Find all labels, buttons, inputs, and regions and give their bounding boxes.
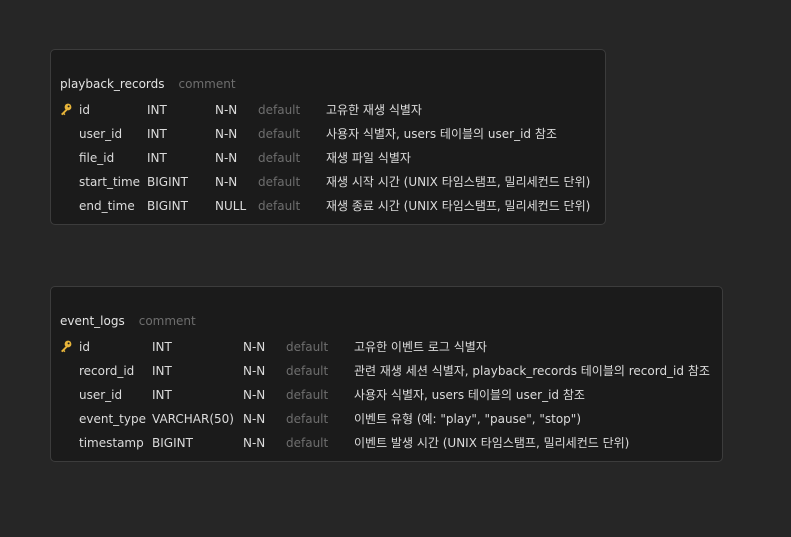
column-nullability: N-N: [215, 175, 238, 189]
column-name: user_id: [79, 127, 123, 141]
column-row[interactable]: event_type VARCHAR(50) N-N default 이벤트 유…: [51, 407, 722, 431]
column-comment: 재생 파일 식별자: [326, 151, 411, 165]
column-default: default: [286, 364, 329, 378]
column-nullability: N-N: [243, 340, 266, 354]
column-type: INT: [152, 364, 172, 378]
table-header[interactable]: event_logs comment: [60, 313, 196, 329]
table-comment[interactable]: comment: [138, 314, 196, 328]
column-comment: 사용자 식별자, users 테이블의 user_id 참조: [354, 388, 585, 402]
column-row[interactable]: record_id INT N-N default 관련 재생 세션 식별자, …: [51, 359, 722, 383]
column-type: INT: [147, 103, 167, 117]
column-row[interactable]: user_id INT N-N default 사용자 식별자, users 테…: [51, 122, 605, 146]
column-type: INT: [147, 151, 167, 165]
column-comment: 고유한 이벤트 로그 식별자: [354, 340, 487, 354]
key-icon: [59, 339, 73, 353]
key-icon: [59, 102, 73, 116]
column-list: id INT N-N default 고유한 이벤트 로그 식별자 record…: [51, 335, 722, 455]
column-nullability: N-N: [243, 412, 266, 426]
column-type: INT: [152, 388, 172, 402]
column-list: id INT N-N default 고유한 재생 식별자 user_id IN…: [51, 98, 605, 218]
column-row[interactable]: id INT N-N default 고유한 이벤트 로그 식별자: [51, 335, 722, 359]
column-name: user_id: [79, 388, 123, 402]
column-comment: 고유한 재생 식별자: [326, 103, 422, 117]
column-comment: 재생 종료 시간 (UNIX 타임스탬프, 밀리세컨드 단위): [326, 199, 591, 213]
column-type: BIGINT: [147, 199, 188, 213]
column-type: BIGINT: [147, 175, 188, 189]
column-nullability: N-N: [215, 151, 238, 165]
column-name: start_time: [79, 175, 141, 189]
column-name: file_id: [79, 151, 115, 165]
column-default: default: [258, 103, 301, 117]
column-row[interactable]: file_id INT N-N default 재생 파일 식별자: [51, 146, 605, 170]
column-comment: 재생 시작 시간 (UNIX 타임스탬프, 밀리세컨드 단위): [326, 175, 591, 189]
column-type: VARCHAR(50): [152, 412, 234, 426]
column-default: default: [258, 175, 301, 189]
column-comment: 사용자 식별자, users 테이블의 user_id 참조: [326, 127, 557, 141]
table-card-playback-records[interactable]: playback_records comment id INT N-N defa…: [50, 49, 606, 225]
column-row[interactable]: timestamp BIGINT N-N default 이벤트 발생 시간 (…: [51, 431, 722, 455]
column-comment: 이벤트 유형 (예: "play", "pause", "stop"): [354, 412, 581, 426]
column-type: INT: [147, 127, 167, 141]
column-default: default: [286, 412, 329, 426]
column-default: default: [286, 388, 329, 402]
column-nullability: N-N: [243, 388, 266, 402]
column-name: event_type: [79, 412, 146, 426]
column-nullability: N-N: [215, 103, 238, 117]
column-nullability: N-N: [243, 364, 266, 378]
table-card-event-logs[interactable]: event_logs comment id INT N-N default 고유…: [50, 286, 723, 462]
table-name[interactable]: playback_records: [60, 77, 165, 91]
column-name: record_id: [79, 364, 135, 378]
column-nullability: NULL: [215, 199, 247, 213]
column-name: timestamp: [79, 436, 144, 450]
column-name: end_time: [79, 199, 135, 213]
column-default: default: [258, 199, 301, 213]
column-row[interactable]: user_id INT N-N default 사용자 식별자, users 테…: [51, 383, 722, 407]
column-row[interactable]: end_time BIGINT NULL default 재생 종료 시간 (U…: [51, 194, 605, 218]
table-comment[interactable]: comment: [178, 77, 236, 91]
column-row[interactable]: id INT N-N default 고유한 재생 식별자: [51, 98, 605, 122]
column-nullability: N-N: [215, 127, 238, 141]
column-comment: 이벤트 발생 시간 (UNIX 타임스탬프, 밀리세컨드 단위): [354, 436, 630, 450]
table-header[interactable]: playback_records comment: [60, 76, 236, 92]
column-comment: 관련 재생 세션 식별자, playback_records 테이블의 reco…: [354, 364, 710, 378]
column-name: id: [79, 103, 90, 117]
column-name: id: [79, 340, 90, 354]
column-type: BIGINT: [152, 436, 193, 450]
column-default: default: [258, 151, 301, 165]
column-nullability: N-N: [243, 436, 266, 450]
table-name[interactable]: event_logs: [60, 314, 125, 328]
column-row[interactable]: start_time BIGINT N-N default 재생 시작 시간 (…: [51, 170, 605, 194]
column-default: default: [258, 127, 301, 141]
column-default: default: [286, 340, 329, 354]
column-type: INT: [152, 340, 172, 354]
column-default: default: [286, 436, 329, 450]
